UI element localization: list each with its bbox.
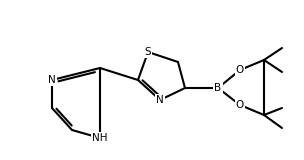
Text: O: O bbox=[236, 100, 244, 110]
Text: N: N bbox=[48, 75, 56, 85]
Text: N: N bbox=[156, 95, 164, 105]
Text: B: B bbox=[214, 83, 222, 93]
Text: S: S bbox=[145, 47, 151, 57]
Text: O: O bbox=[236, 65, 244, 75]
Text: NH: NH bbox=[92, 133, 108, 143]
